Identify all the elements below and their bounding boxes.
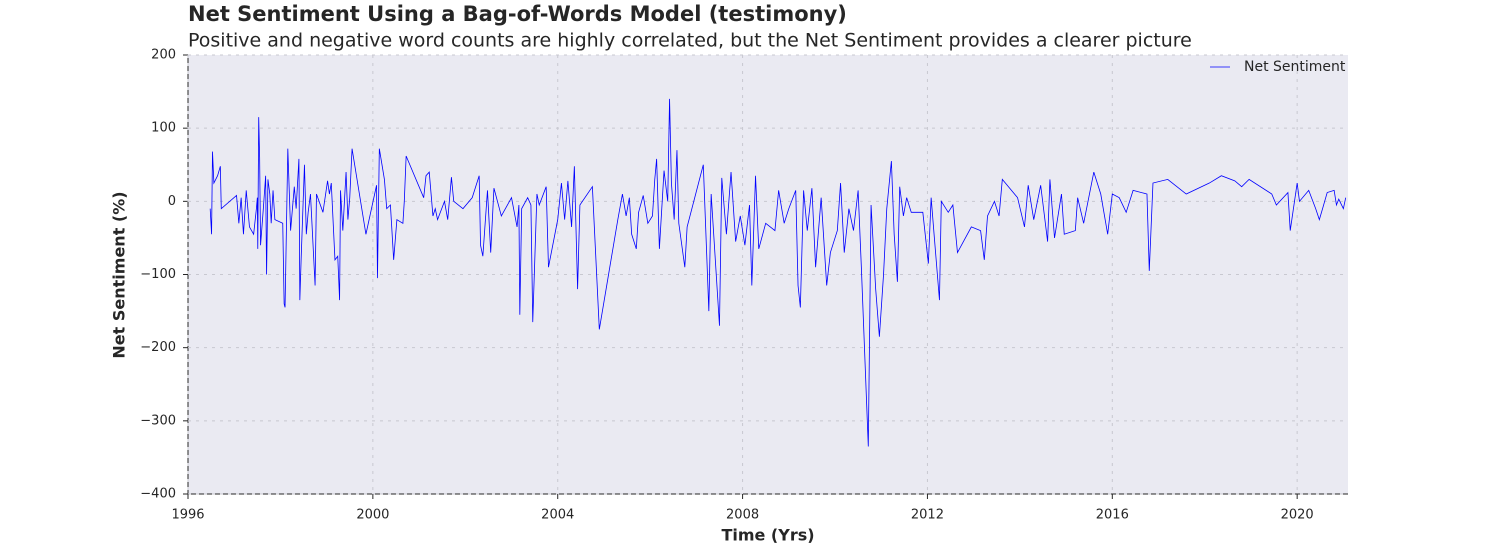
x-tick-label: 2016 bbox=[1096, 508, 1129, 523]
y-axis-label: Net Sentiment (%) bbox=[110, 191, 129, 358]
x-tick-label: 2000 bbox=[356, 508, 389, 523]
y-tick-label: −200 bbox=[140, 340, 176, 355]
y-tick-label: −100 bbox=[140, 267, 176, 282]
x-tick-label: 2004 bbox=[541, 508, 574, 523]
y-tick-label: 0 bbox=[168, 194, 176, 209]
x-tick-label: 1996 bbox=[171, 508, 204, 523]
legend-label: Net Sentiment bbox=[1244, 59, 1346, 75]
y-tick-label: −400 bbox=[140, 487, 176, 502]
x-tick-label: 2012 bbox=[911, 508, 944, 523]
y-tick-label: 200 bbox=[151, 48, 176, 63]
data-line bbox=[209, 98, 1347, 447]
x-axis-label: Time (Yrs) bbox=[721, 526, 814, 545]
chart-subtitle: Positive and negative word counts are hi… bbox=[188, 30, 1192, 52]
x-tick-label: 2008 bbox=[726, 508, 759, 523]
y-tick-label: −300 bbox=[140, 413, 176, 428]
y-tick-label: 100 bbox=[151, 121, 176, 136]
x-tick-label: 2020 bbox=[1281, 508, 1314, 523]
chart-title: Net Sentiment Using a Bag-of-Words Model… bbox=[188, 2, 847, 26]
